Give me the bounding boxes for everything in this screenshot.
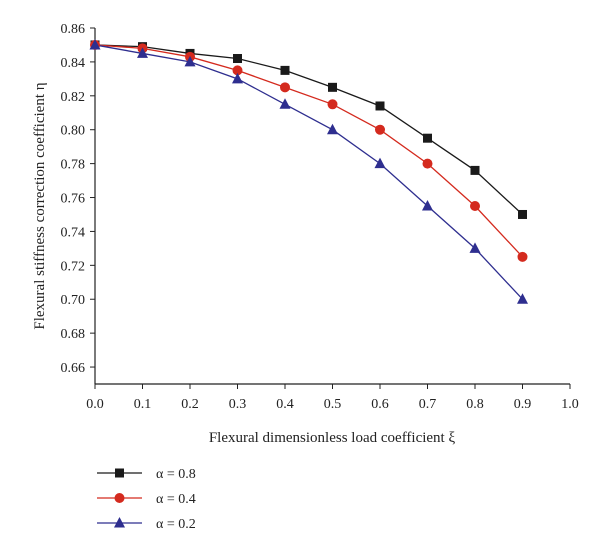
data-point [232,65,243,76]
legend-marker [115,468,124,478]
series-markers-3 [89,38,528,304]
data-point [137,47,148,58]
x-tick-label: 1.0 [561,397,579,412]
y-tick-label: 0.80 [61,124,86,139]
y-axis-title: Flexural stiffness correction coefficien… [32,82,48,329]
data-point [280,65,290,75]
plot-area: 0.0 0.1 0.2 0.3 0.4 0.5 0.6 0.7 0.8 0.9 1.0 0.660.… [61,22,579,412]
x-tick-label: 0.4 [276,397,294,412]
series-2 [94,44,523,258]
data-point [517,293,528,304]
data-point [470,201,480,211]
x-tick-label: 0.5 [324,397,342,412]
legend-label: α = 0.4 [156,492,196,507]
data-point [184,55,196,67]
x-tick-label: 0.7 [419,397,437,412]
data-point [328,82,337,92]
data-point [327,123,338,135]
data-point [374,157,386,169]
data-point [469,242,481,253]
x-tick-label: 0.2 [181,397,199,412]
series-3 [94,44,523,300]
data-point [422,200,433,211]
y-tick-label: 0.70 [61,293,86,308]
series-1 [94,44,523,215]
y-tick-label: 0.68 [61,327,86,342]
x-tick-label: 0.6 [371,397,389,412]
data-point [423,133,432,143]
data-point [470,165,480,175]
y-tick-label: 0.82 [61,90,86,105]
series-markers-1 [90,40,527,219]
data-point [422,158,433,169]
data-point [233,54,242,64]
y-tick-label: 0.76 [61,192,86,207]
legend-label: α = 0.2 [156,517,196,532]
legend-label: α = 0.8 [156,467,196,482]
data-point [89,38,101,50]
x-tick-label: 0.3 [229,397,247,412]
legend: α = 0.8 α = 0.4 α = 0.2 [97,467,196,532]
y-tick-label: 0.74 [61,225,86,240]
data-point [232,72,243,84]
data-point [517,251,528,262]
data-point [280,82,290,93]
series-line [94,44,523,215]
data-point [375,124,385,135]
series-layer [89,38,528,304]
data-point [279,98,291,109]
x-tick-label: 0.0 [86,397,104,412]
data-point [518,209,527,219]
y-tick-label: 0.84 [61,56,86,71]
y-tick-label: 0.66 [61,361,86,376]
legend-marker [114,493,125,503]
x-tick-label: 0.8 [466,397,484,412]
y-ticks: 0.66 0.68 0.70 0.72 0.74 0.76 0.78 0.80 0.82 0.84… [61,22,95,376]
x-ticks: 0.0 0.1 0.2 0.3 0.4 0.5 0.6 0.7 0.8 0.9 1.0 [86,384,579,412]
series-line [94,44,523,300]
x-tick-label: 0.9 [514,397,532,412]
y-tick-label: 0.86 [61,22,86,37]
x-axis-title: Flexural dimensionless load coefficient … [209,430,456,446]
x-tick-label: 0.1 [134,397,152,412]
y-tick-label: 0.72 [61,259,86,274]
legend-marker [114,517,125,528]
y-tick-label: 0.78 [61,158,86,173]
data-point [375,101,385,111]
data-point [327,99,338,110]
series-markers-2 [90,39,528,262]
series-line [94,44,523,258]
